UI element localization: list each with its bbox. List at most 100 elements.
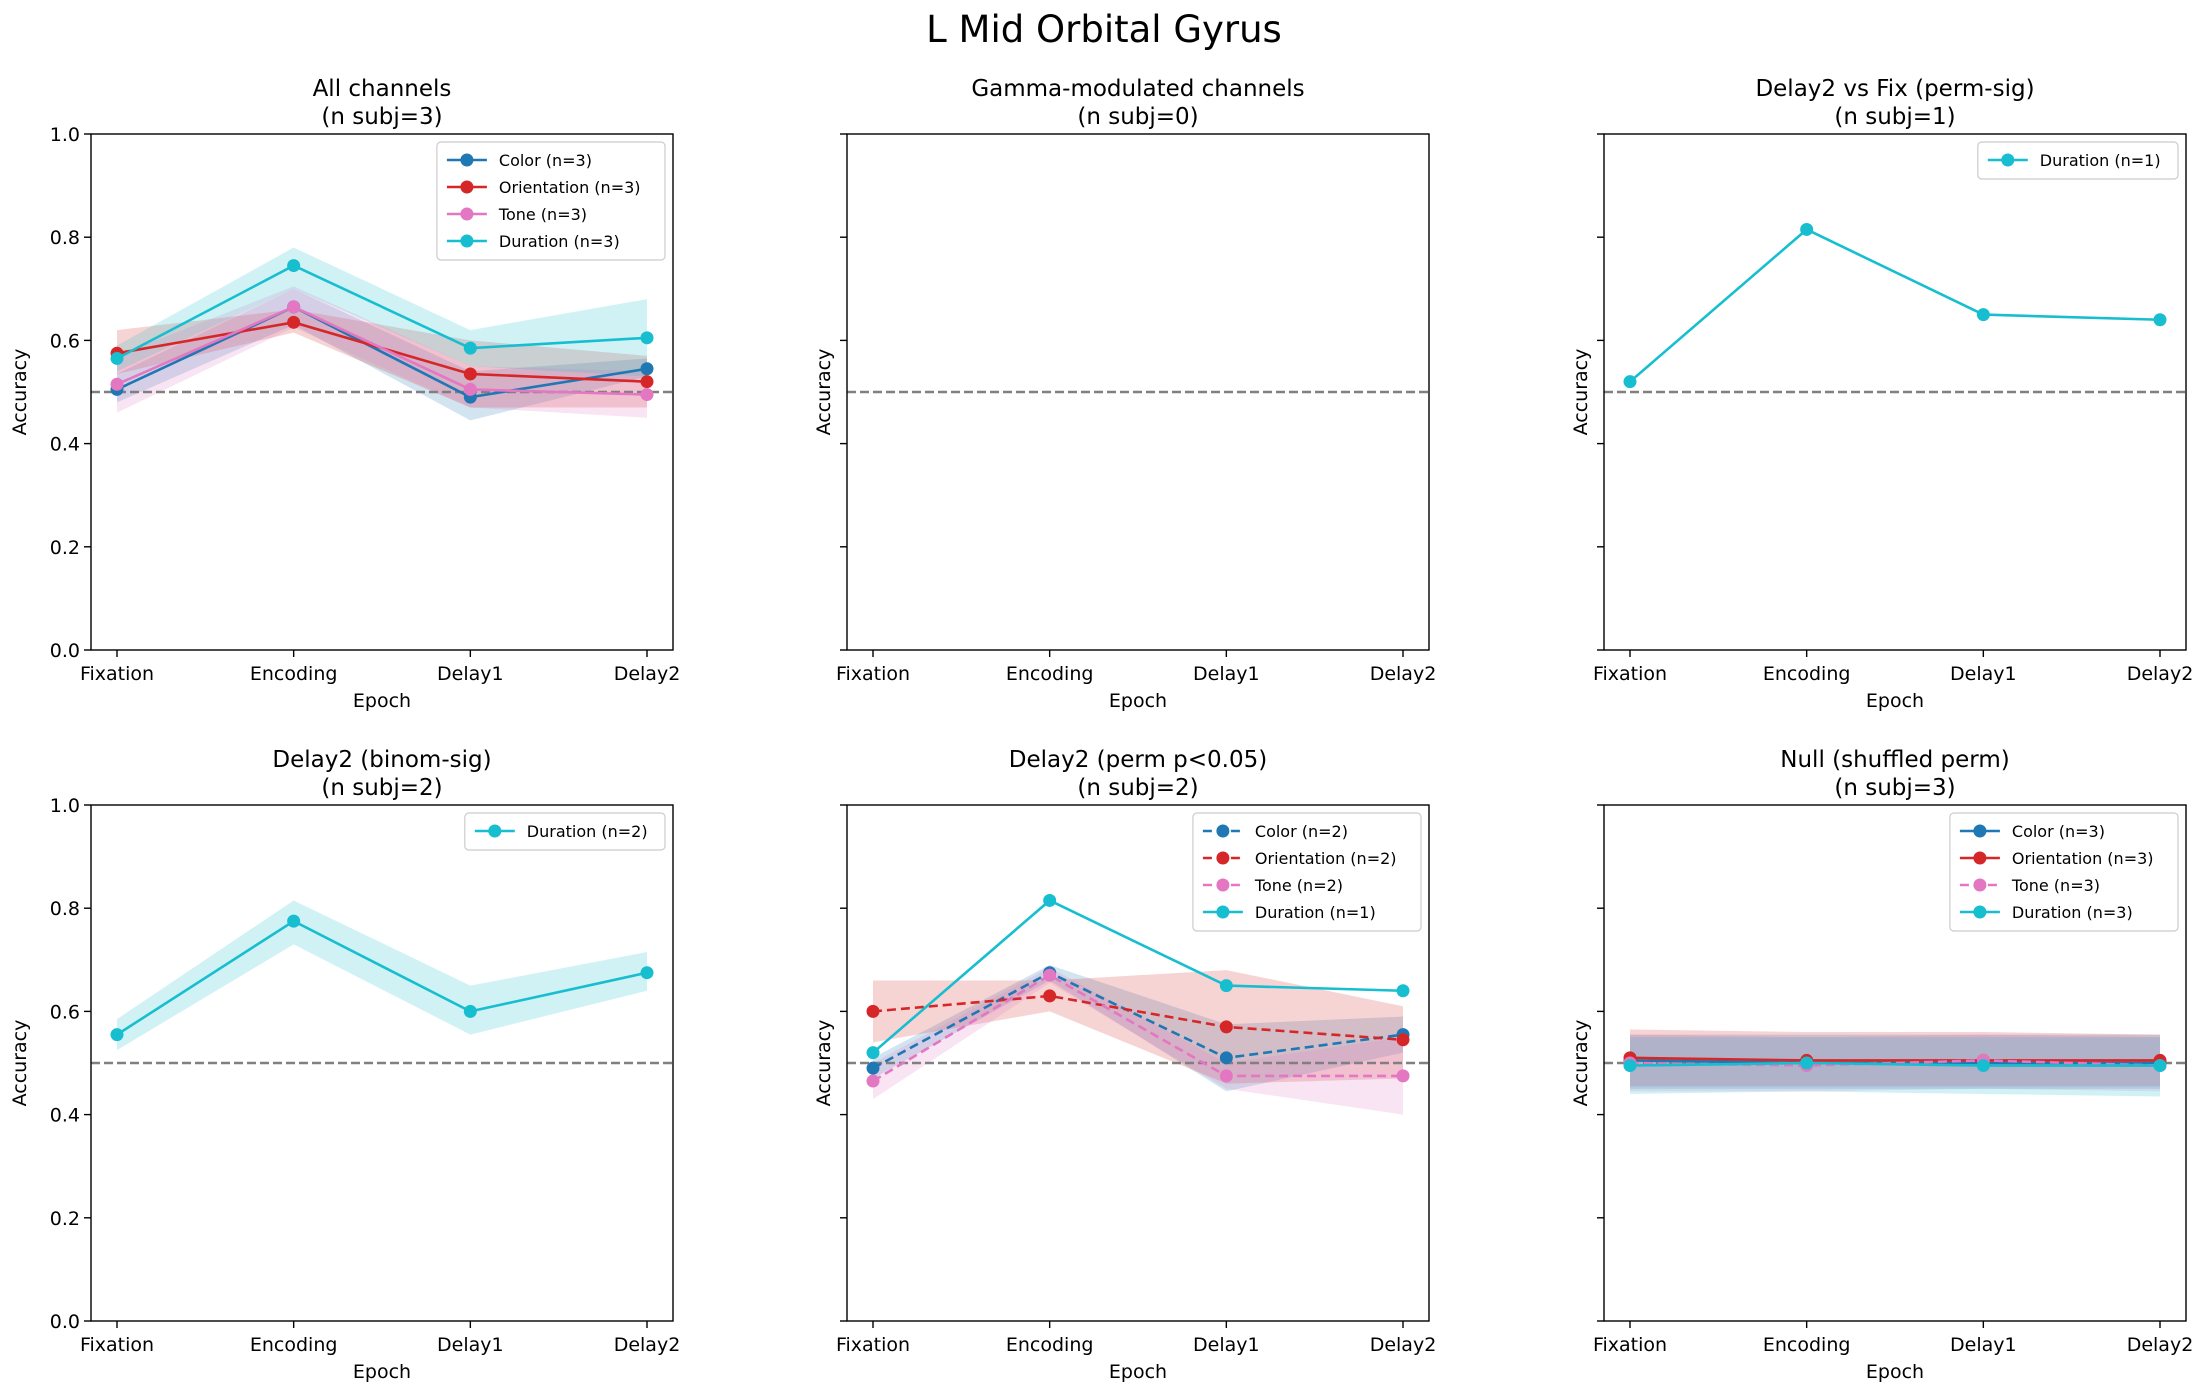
confidence-band-orientation [117, 309, 647, 408]
chart-title: Gamma-modulated channels [971, 76, 1304, 102]
data-point-orientation [1396, 1033, 1410, 1047]
x-tick-label: Encoding [1763, 663, 1851, 685]
y-tick-label: 0.8 [50, 898, 80, 920]
data-point-duration [1623, 375, 1637, 389]
legend-marker-duration [1973, 905, 1987, 919]
legend-marker-color [460, 153, 474, 167]
legend-label: Duration (n=1) [1255, 903, 1376, 922]
y-tick-label: 0.8 [50, 227, 80, 249]
y-axis-label: Accuracy [813, 349, 835, 436]
x-tick-label: Encoding [1006, 663, 1094, 685]
data-point-tone [1396, 1069, 1410, 1083]
x-tick-label: Fixation [80, 663, 154, 685]
data-point-tone [110, 377, 124, 391]
data-point-duration [463, 341, 477, 355]
series-line-duration [116, 264, 648, 360]
y-tick-label: 0.4 [50, 434, 80, 456]
confidence-band-color [117, 288, 647, 421]
legend-label: Duration (n=1) [2040, 151, 2161, 170]
series-line-duration [116, 919, 648, 1036]
data-point-orientation [640, 375, 654, 389]
data-point-tone [463, 382, 477, 396]
x-tick-label: Delay1 [1950, 1334, 2017, 1356]
chart-title: Delay2 vs Fix (perm-sig) [1755, 76, 2034, 102]
y-tick-label: 0.0 [50, 1311, 80, 1333]
chart-panel-3: Delay2 vs Fix (perm-sig)(n subj=1) Fixati… [1570, 76, 2193, 712]
legend-marker-tone [1216, 878, 1230, 892]
legend-box [464, 812, 666, 851]
x-tick-label: Delay1 [1950, 663, 2017, 685]
data-point-tone [1219, 1069, 1233, 1083]
data-point-tone [866, 1074, 880, 1088]
x-tick-label: Delay1 [1193, 663, 1260, 685]
x-tick-label: Fixation [1593, 1334, 1667, 1356]
legend-marker-orientation [460, 180, 474, 194]
x-tick-label: Delay1 [437, 663, 504, 685]
legend: Duration (n=2) [464, 812, 666, 851]
y-tick-label: 0.2 [50, 537, 80, 559]
x-tick-label: Delay2 [614, 1334, 681, 1356]
legend-label: Orientation (n=3) [2012, 849, 2154, 868]
plot-frame [846, 804, 1430, 1322]
legend-marker-duration [1216, 905, 1230, 919]
legend: Color (n=2) Orientation (n=2) Tone (n=2) Du… [1192, 812, 1422, 932]
x-tick-label: Fixation [836, 1334, 910, 1356]
legend-box [436, 141, 666, 261]
y-axis-label: Accuracy [9, 1020, 31, 1107]
data-point-duration [2153, 313, 2167, 327]
y-axis-label: Accuracy [9, 349, 31, 436]
y-axis-label: Accuracy [1570, 1020, 1592, 1107]
y-tick-label: 0.6 [50, 1001, 80, 1023]
data-point-duration [1976, 1059, 1990, 1073]
figure-title: L Mid Orbital Gyrus [926, 8, 1282, 51]
legend-label: Orientation (n=2) [1255, 849, 1397, 868]
x-tick-label: Fixation [1593, 663, 1667, 685]
data-point-duration [463, 1004, 477, 1018]
chart-subtitle: (n subj=2) [1077, 775, 1198, 801]
data-point-duration [287, 914, 301, 928]
legend-marker-duration [2001, 153, 2015, 167]
data-point-orientation [866, 1004, 880, 1018]
legend-label: Color (n=3) [499, 151, 592, 170]
series-line-duration [872, 898, 1404, 1054]
x-tick-label: Encoding [1006, 1334, 1094, 1356]
y-axis-label: Accuracy [1570, 349, 1592, 436]
data-point-duration [1043, 893, 1057, 907]
data-point-duration [1976, 308, 1990, 322]
chart-panel-6: Null (shuffled perm)(n subj=3) Fixation En… [1570, 747, 2193, 1383]
chart-title: Null (shuffled perm) [1780, 747, 2009, 773]
legend: Color (n=3) Orientation (n=3) Tone (n=3) Du… [1949, 812, 2179, 932]
chart-title: All channels [313, 76, 452, 102]
chart-subtitle: (n subj=0) [1077, 104, 1198, 130]
legend-label: Tone (n=2) [1254, 876, 1343, 895]
confidence-band-color [873, 964, 1403, 1092]
data-point-orientation [1043, 989, 1057, 1003]
series-line-tone [872, 973, 1403, 1083]
x-axis-label: Epoch [1866, 1361, 1924, 1383]
series-line-orientation [872, 994, 1404, 1042]
series-line-orientation [1629, 1056, 2160, 1062]
chart-panel-5: Delay2 (perm p<0.05)(n subj=2) Fixation En… [813, 747, 1436, 1383]
chart-title: Delay2 (perm p<0.05) [1009, 747, 1267, 773]
data-point-orientation [287, 315, 301, 329]
data-point-duration [287, 259, 301, 273]
x-tick-label: Fixation [80, 1334, 154, 1356]
y-tick-label: 0.2 [50, 1208, 80, 1230]
legend-box [1949, 812, 2179, 932]
x-tick-label: Delay1 [1193, 1334, 1260, 1356]
legend-label: Color (n=2) [1255, 822, 1348, 841]
series-line-tone [116, 305, 648, 396]
data-point-tone [287, 300, 301, 314]
series-line-duration [1629, 1061, 2160, 1067]
y-tick-label: 0.6 [50, 330, 80, 352]
x-tick-label: Delay2 [2127, 1334, 2194, 1356]
x-tick-label: Delay2 [2127, 663, 2194, 685]
data-point-duration [640, 966, 654, 980]
x-tick-label: Encoding [250, 1334, 338, 1356]
data-point-duration [110, 1028, 124, 1042]
data-point-color [1219, 1051, 1233, 1065]
data-point-color [866, 1061, 880, 1075]
plot-frame [90, 133, 674, 651]
